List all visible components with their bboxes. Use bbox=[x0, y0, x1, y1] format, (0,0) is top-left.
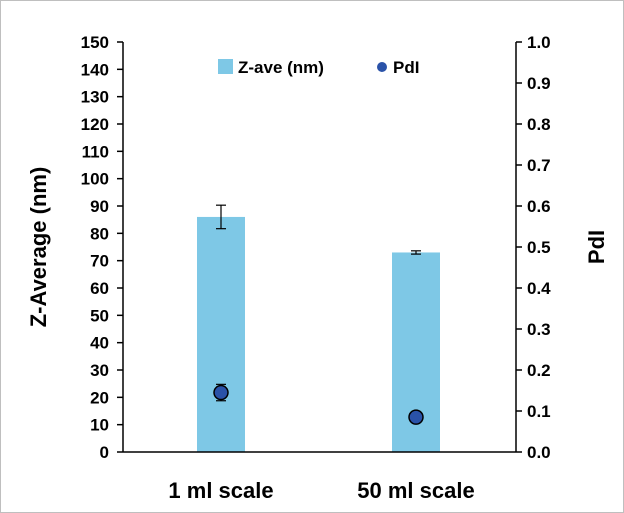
right-tick-label-1: 0.1 bbox=[527, 402, 551, 421]
left-tick-label-9: 90 bbox=[90, 197, 109, 216]
left-tick-label-13: 130 bbox=[81, 88, 109, 107]
left-tick-label-4: 40 bbox=[90, 334, 109, 353]
right-tick-label-10: 1.0 bbox=[527, 33, 551, 52]
category-label-0: 1 ml scale bbox=[168, 478, 273, 503]
left-tick-label-5: 50 bbox=[90, 306, 109, 325]
left-tick-label-10: 100 bbox=[81, 170, 109, 189]
right-tick-label-6: 0.6 bbox=[527, 197, 551, 216]
right-tick-label-4: 0.4 bbox=[527, 279, 551, 298]
legend-point-label: PdI bbox=[393, 58, 419, 77]
point-0 bbox=[213, 384, 229, 401]
left-tick-label-6: 60 bbox=[90, 279, 109, 298]
left-tick-label-12: 120 bbox=[81, 115, 109, 134]
category-labels: 1 ml scale 50 ml scale bbox=[168, 478, 474, 503]
bar-0 bbox=[197, 216, 245, 452]
left-tick-label-3: 30 bbox=[90, 361, 109, 380]
right-axis-ticks: 0.0 0.1 0.2 0.3 0.4 0.5 0.6 0.7 0.8 0.9 1.0 bbox=[516, 33, 551, 462]
left-tick-label-1: 10 bbox=[90, 416, 109, 435]
right-tick-label-3: 0.3 bbox=[527, 320, 551, 339]
right-tick-label-5: 0.5 bbox=[527, 238, 551, 257]
legend-bar-swatch bbox=[218, 59, 233, 74]
left-tick-label-7: 70 bbox=[90, 252, 109, 271]
left-tick-label-2: 20 bbox=[90, 388, 109, 407]
left-axis-title: Z-Average (nm) bbox=[26, 167, 51, 328]
legend: Z-ave (nm) PdI bbox=[218, 58, 419, 77]
bar-error-bars bbox=[216, 204, 421, 255]
right-tick-label-7: 0.7 bbox=[527, 156, 551, 175]
right-tick-label-9: 0.9 bbox=[527, 74, 551, 93]
right-tick-label-2: 0.2 bbox=[527, 361, 551, 380]
pdi-series bbox=[213, 383, 424, 425]
right-tick-label-8: 0.8 bbox=[527, 115, 551, 134]
legend-bar-label: Z-ave (nm) bbox=[238, 58, 324, 77]
left-tick-label-14: 140 bbox=[81, 60, 109, 79]
left-tick-label-8: 80 bbox=[90, 224, 109, 243]
category-label-1: 50 ml scale bbox=[357, 478, 474, 503]
left-tick-label-0: 0 bbox=[100, 443, 109, 462]
right-tick-label-0: 0.0 bbox=[527, 443, 551, 462]
left-axis-ticks: 0 10 20 30 40 50 60 70 80 90 100 110 120 130 140 150 bbox=[81, 33, 123, 462]
point-1 bbox=[408, 409, 424, 425]
legend-point-marker bbox=[377, 62, 387, 72]
left-tick-label-15: 150 bbox=[81, 33, 109, 52]
left-tick-label-11: 110 bbox=[82, 142, 109, 161]
right-axis-title: PdI bbox=[584, 230, 609, 264]
